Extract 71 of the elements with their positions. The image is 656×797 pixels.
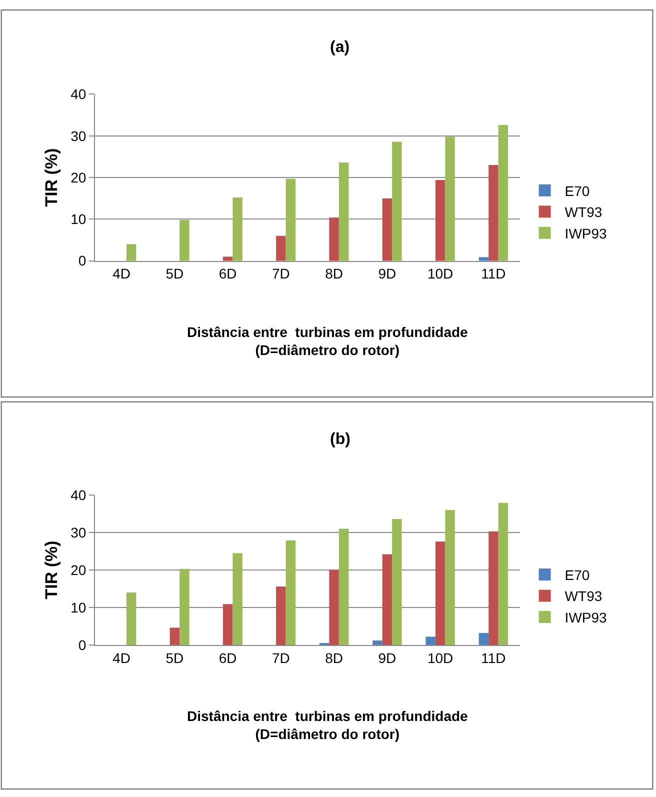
bar bbox=[498, 125, 508, 261]
bar bbox=[435, 180, 446, 261]
bar bbox=[478, 257, 489, 261]
y-tick-label: 0 bbox=[78, 636, 86, 653]
y-tick-label: 40 bbox=[70, 86, 86, 102]
x-tick-label: 9D bbox=[378, 650, 396, 666]
x-tick-label: 7D bbox=[272, 650, 290, 666]
bar bbox=[232, 553, 242, 645]
bar bbox=[286, 540, 296, 645]
y-tick-label: 30 bbox=[70, 128, 86, 144]
x-tick-label: 7D bbox=[272, 266, 290, 282]
x-tick-label: 5D bbox=[166, 650, 184, 666]
x-tick-label: 9D bbox=[378, 266, 396, 282]
x-tick-label: 4D bbox=[112, 266, 131, 282]
x-tick-label: 10D bbox=[427, 650, 454, 666]
legend-label: E70 bbox=[564, 567, 590, 584]
bar bbox=[329, 218, 339, 261]
bar bbox=[338, 162, 349, 261]
bar bbox=[445, 136, 455, 261]
legend-label: IWP93 bbox=[564, 225, 608, 242]
bar bbox=[488, 165, 498, 261]
x-axis-title: Distância entre turbinas em profundidade (D=diâmetro do rotor) bbox=[187, 708, 468, 742]
y-tick-label: 40 bbox=[70, 486, 86, 503]
legend-label: WT93 bbox=[564, 588, 602, 604]
x-tick-label: 8D bbox=[325, 650, 344, 666]
legend-label: IWP93 bbox=[564, 609, 608, 626]
bar bbox=[329, 570, 339, 645]
bar bbox=[338, 528, 349, 645]
bar bbox=[126, 592, 136, 645]
x-tick-label: 10D bbox=[427, 266, 454, 282]
x-tick-label: 4D bbox=[112, 650, 131, 666]
y-tick-label: 10 bbox=[70, 599, 86, 616]
y-tick-label: 10 bbox=[70, 211, 86, 228]
y-tick-label: 0 bbox=[78, 252, 86, 269]
x-tick-label: 5D bbox=[166, 266, 184, 282]
bar bbox=[286, 178, 296, 261]
bar bbox=[488, 531, 498, 645]
bar bbox=[426, 636, 436, 645]
bar bbox=[435, 542, 446, 645]
bar bbox=[170, 628, 180, 645]
bar bbox=[180, 568, 190, 645]
legend-label: WT93 bbox=[564, 204, 602, 220]
bar bbox=[180, 220, 190, 261]
bar bbox=[445, 510, 455, 645]
y-tick-label: 20 bbox=[70, 169, 86, 186]
x-axis-title: Distância entre turbinas em profundidade (D=diâmetro do rotor) bbox=[187, 324, 468, 358]
chart-title: (b) bbox=[330, 431, 350, 448]
x-tick-label: 11D bbox=[481, 650, 506, 666]
bar bbox=[478, 632, 489, 645]
chart-title: (a) bbox=[330, 39, 350, 56]
bar bbox=[498, 502, 508, 645]
bar bbox=[392, 519, 402, 645]
x-tick-label: 6D bbox=[218, 650, 237, 666]
x-tick-label: 6D bbox=[218, 266, 237, 282]
bar bbox=[372, 640, 382, 645]
y-axis-title: TIR (%) bbox=[42, 540, 62, 600]
bar bbox=[382, 554, 392, 645]
bar bbox=[382, 198, 392, 261]
bar bbox=[126, 244, 136, 261]
bar bbox=[232, 198, 242, 261]
bar bbox=[392, 142, 402, 261]
y-axis-title: TIR (%) bbox=[42, 148, 62, 207]
bar bbox=[222, 256, 233, 261]
x-tick-label: 11D bbox=[481, 266, 506, 282]
y-tick-label: 20 bbox=[70, 562, 86, 578]
bar bbox=[222, 604, 233, 645]
bar bbox=[276, 586, 286, 645]
x-tick-label: 8D bbox=[325, 266, 344, 282]
y-tick-label: 30 bbox=[70, 524, 86, 540]
legend-label: E70 bbox=[564, 182, 590, 199]
bar bbox=[276, 236, 286, 261]
